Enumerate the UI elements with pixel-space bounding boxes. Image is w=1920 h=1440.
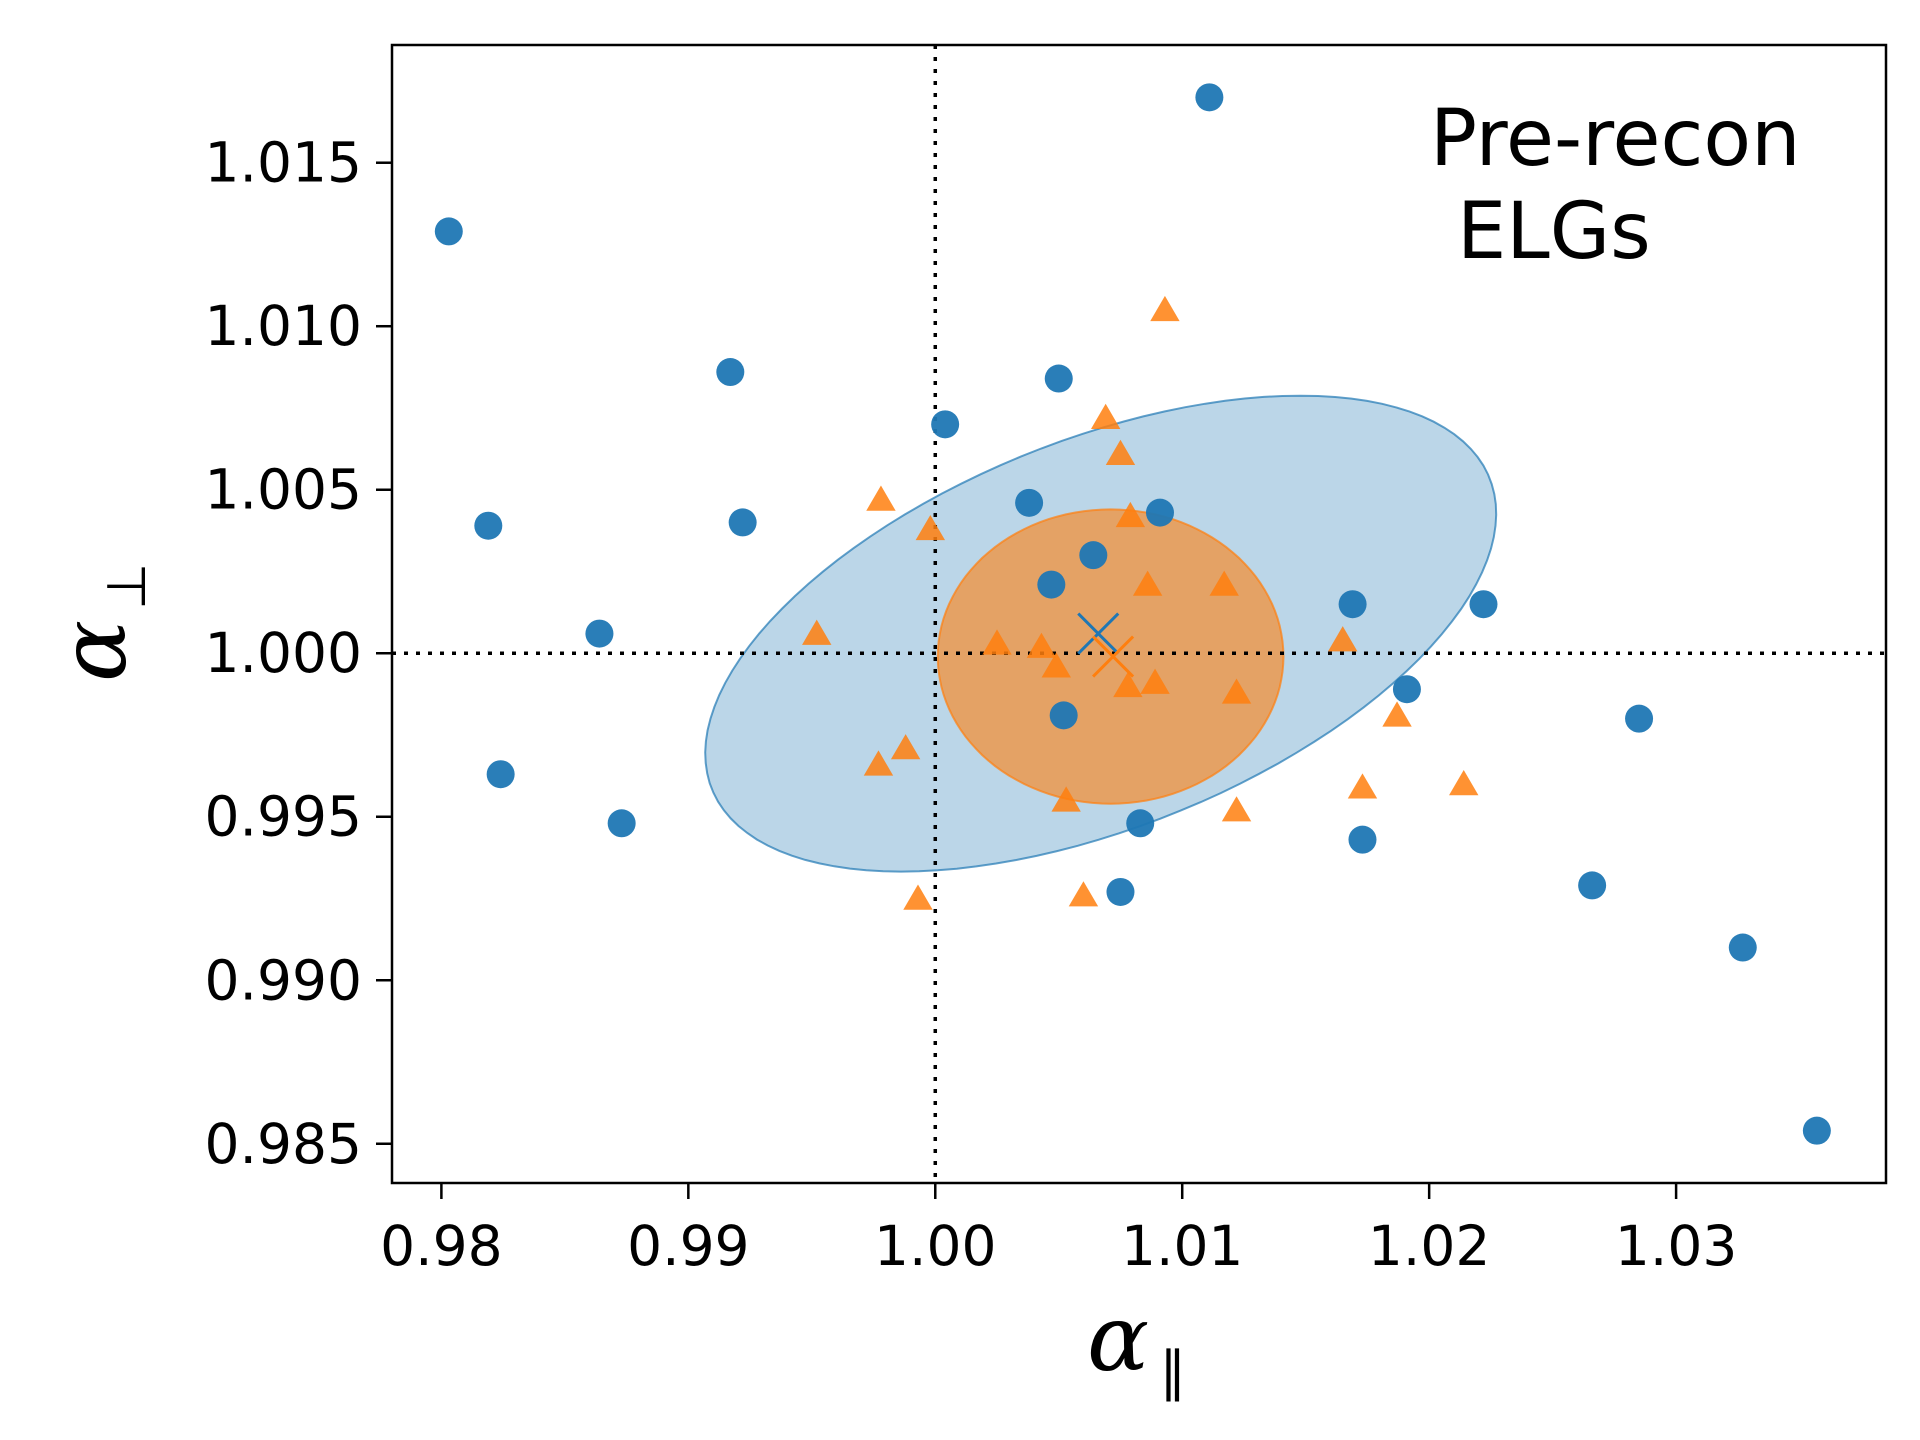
triangle-point-1 [1090,403,1121,429]
triangle-point-11 [1328,626,1358,652]
circle-point-6 [728,508,757,537]
circle-point-21 [1106,877,1135,906]
x-tick-label: 0.99 [627,1214,749,1278]
triangle-point-15 [1221,678,1252,704]
circle-point-10 [1037,570,1066,599]
circle-point-17 [486,760,515,789]
triangle-point-23 [903,884,933,910]
triangle-point-6 [1132,570,1163,596]
y-axis-label-symbol: α [40,620,147,682]
x-axis-label-subscript: ∥ [1159,1340,1186,1403]
triangle-point-4 [1115,501,1146,528]
circle-point-15 [1049,701,1078,730]
triangle-point-17 [890,734,921,760]
plot-frame [390,43,1888,1185]
triangle-point-16 [1382,701,1412,727]
triangle-point-24 [1068,881,1099,907]
circle-point-8 [1145,498,1174,527]
circle-point-3 [1044,364,1073,393]
y-tick-label: 1.005 [205,458,362,522]
x-tick-label: 0.98 [380,1214,502,1278]
circle-point-14 [1392,675,1421,704]
circle-point-13 [1469,590,1498,619]
ellipse-post-recon [936,508,1285,805]
triangle-point-2 [1105,439,1136,465]
plot-area [390,43,1888,1185]
mean-marker-pre-recon [1077,612,1120,655]
y-axis-label: α⊥ [40,563,158,682]
x-tick-label: 1.02 [1368,1214,1490,1278]
x-tick-label: 1.00 [874,1214,996,1278]
circle-point-22 [1578,871,1607,900]
annotation-pre-recon: Pre-recon [1430,94,1801,184]
triangle-point-19 [1347,773,1378,799]
circle-point-9 [1079,541,1108,570]
y-tick-label: 1.000 [205,621,362,685]
triangle-point-8 [802,619,832,645]
circle-point-18 [607,809,636,838]
y-tick-label: 1.010 [205,294,362,358]
circle-point-0 [1195,83,1224,112]
circle-point-19 [1126,809,1155,838]
circle-point-11 [585,619,614,648]
y-tick-label: 0.990 [205,948,362,1012]
circle-point-12 [1338,590,1367,619]
data-points [434,83,1831,1145]
circle-point-7 [1015,488,1044,517]
y-tick-label: 0.985 [205,1112,362,1176]
triangle-point-18 [863,750,894,776]
reference-lines [392,45,1886,1183]
y-axis-ticks: 0.985 0.990 0.995 1.000 1.005 1.010 1.015 [205,131,392,1176]
circle-point-23 [1728,933,1757,962]
circle-point-1 [434,217,463,246]
circle-point-24 [1802,1116,1831,1145]
y-tick-label: 0.995 [205,785,362,849]
circle-point-20 [1348,825,1377,854]
circle-point-16 [1625,704,1654,733]
triangle-point-9 [982,629,1012,655]
circle-point-5 [474,511,503,540]
x-axis-label-symbol: α [1087,1285,1149,1392]
triangle-point-22 [1221,796,1252,822]
triangle-point-3 [866,485,896,511]
annotation-elgs: ELGs [1457,187,1651,277]
triangle-point-0 [1150,295,1180,322]
triangle-point-7 [1209,570,1239,596]
triangle-point-13 [1140,668,1170,694]
triangle-point-12 [1041,652,1071,678]
x-axis-label: α ∥ [1087,1285,1186,1403]
y-tick-label: 1.015 [205,131,362,195]
mean-marker-post-recon [1092,635,1135,678]
y-axis-label-subscript: ⊥ [95,563,158,610]
circle-point-2 [716,358,745,387]
triangle-point-14 [1113,671,1143,698]
circle-point-4 [931,410,960,439]
triangle-point-10 [1026,632,1057,658]
triangle-point-21 [1051,786,1081,812]
x-axis-ticks: 0.98 0.99 1.00 1.01 1.02 1.03 [380,1183,1737,1278]
mean-markers [1077,612,1135,678]
triangle-point-5 [915,514,946,541]
x-tick-label: 1.01 [1121,1214,1243,1278]
x-tick-label: 1.03 [1615,1214,1737,1278]
triangle-point-20 [1449,770,1479,796]
